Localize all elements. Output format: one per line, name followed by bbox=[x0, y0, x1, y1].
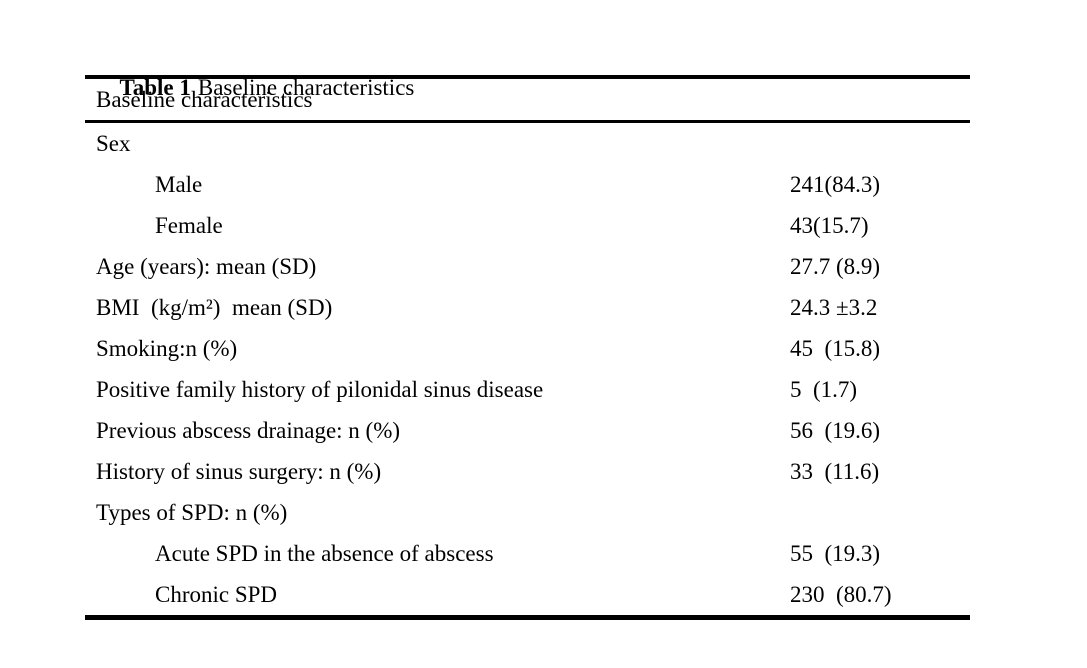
table-bottom-rule bbox=[85, 615, 970, 620]
table-row: BMI (kg/m²) mean (SD) 24.3 ±3.2 bbox=[85, 287, 970, 328]
row-label: Previous abscess drainage: n (%) bbox=[96, 418, 401, 443]
table-row: Age (years): mean (SD) 27.7 (8.9) bbox=[85, 246, 970, 287]
row-label: Positive family history of pilonidal sin… bbox=[96, 377, 544, 402]
row-label: Types of SPD: n (%) bbox=[96, 500, 288, 525]
row-value: 241(84.3) bbox=[790, 172, 881, 197]
table-caption: Table 1 Baseline characteristics bbox=[85, 43, 970, 100]
row-value: 5 (1.7) bbox=[790, 377, 858, 402]
row-label: Acute SPD in the absence of abscess bbox=[155, 541, 494, 566]
row-label: Male bbox=[155, 172, 203, 197]
row-label: Female bbox=[155, 213, 223, 238]
row-value: 230 (80.7) bbox=[790, 582, 892, 607]
row-value: 24.3 ±3.2 bbox=[790, 295, 878, 320]
row-label: Chronic SPD bbox=[155, 582, 278, 607]
table-header-rule bbox=[85, 120, 970, 123]
table-row: Types of SPD: n (%) bbox=[85, 492, 970, 533]
table-caption-title: Baseline characteristics bbox=[197, 75, 415, 100]
row-value: 56 (19.6) bbox=[790, 418, 881, 443]
table-row: Acute SPD in the absence of abscess 55 (1… bbox=[85, 533, 970, 574]
table-row: Positive family history of pilonidal sin… bbox=[85, 369, 970, 410]
table-row: Chronic SPD 230 (80.7) bbox=[85, 574, 970, 615]
table-top-rule bbox=[85, 75, 970, 79]
table-row: Previous abscess drainage: n (%) 56 (19.6… bbox=[85, 410, 970, 451]
table-row: Sex bbox=[85, 123, 970, 164]
row-label: Sex bbox=[96, 131, 131, 156]
row-value: 27.7 (8.9) bbox=[790, 254, 881, 279]
row-label: History of sinus surgery: n (%) bbox=[96, 459, 382, 484]
row-label: BMI (kg/m²) mean (SD) bbox=[96, 295, 333, 320]
row-value: 55 (19.3) bbox=[790, 541, 881, 566]
table-row: Male 241(84.3) bbox=[85, 164, 970, 205]
table-caption-number: Table 1 bbox=[119, 75, 191, 100]
row-value: 45 (15.8) bbox=[790, 336, 881, 361]
row-label: Age (years): mean (SD) bbox=[96, 254, 317, 279]
table-row: Smoking:n (%) 45 (15.8) bbox=[85, 328, 970, 369]
table-body: Sex Male 241(84.3) Female 43(15.7) Age (years… bbox=[85, 123, 970, 615]
table-row: History of sinus surgery: n (%) 33 (11.6) bbox=[85, 451, 970, 492]
table-header-row: Baseline characteristics bbox=[85, 79, 970, 120]
table-header-label: Baseline characteristics bbox=[96, 87, 313, 112]
row-value: 43(15.7) bbox=[790, 213, 869, 238]
row-value: 33 (11.6) bbox=[790, 459, 880, 484]
row-label: Smoking:n (%) bbox=[96, 336, 238, 361]
baseline-characteristics-table: Table 1 Baseline characteristics Baseline… bbox=[85, 43, 970, 620]
table-row: Female 43(15.7) bbox=[85, 205, 970, 246]
